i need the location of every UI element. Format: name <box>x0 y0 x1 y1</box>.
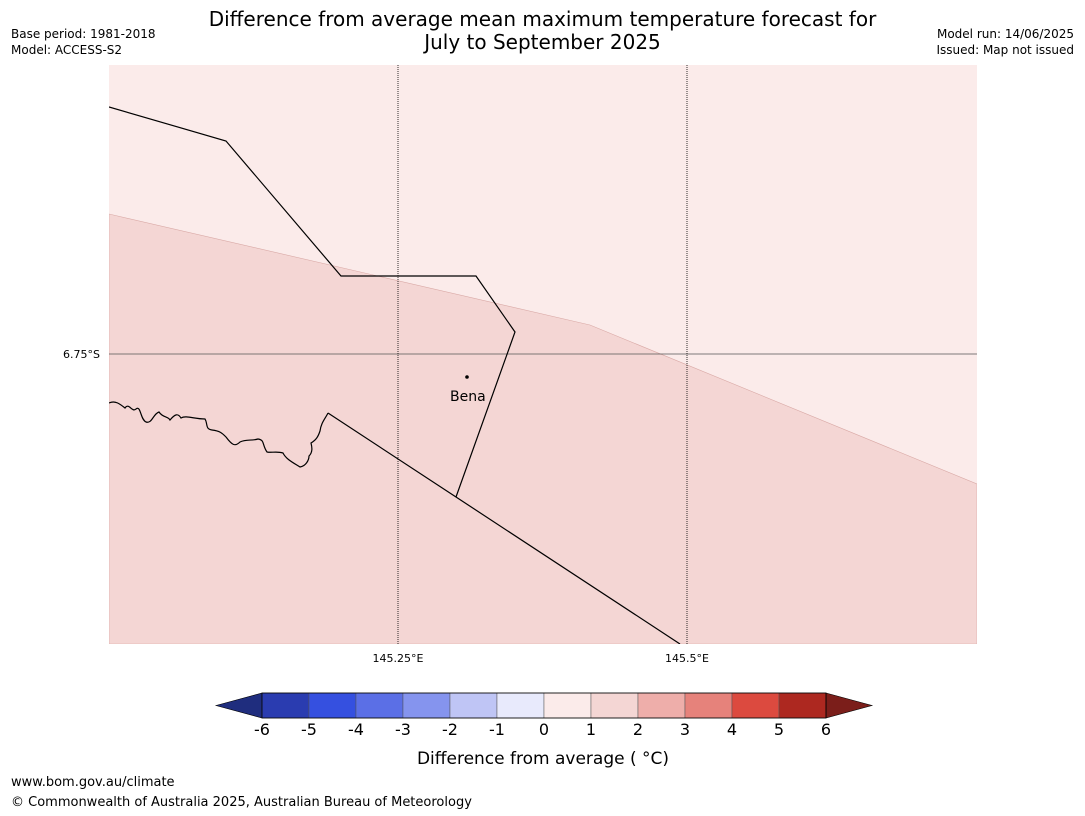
colorbar-tick-label: -5 <box>301 720 317 739</box>
colorbar-extend-low <box>214 692 263 719</box>
colorbar-title: Difference from average ( °C) <box>417 749 669 769</box>
footer-url: www.bom.gov.au/climate <box>11 775 175 790</box>
colorbar-tick-label: -6 <box>254 720 270 739</box>
colorbar-bin <box>355 692 404 719</box>
colorbar-tick-label: -1 <box>489 720 505 739</box>
map-title: Difference from average mean maximum tem… <box>0 8 1085 54</box>
base-period-text: Base period: 1981-2018 <box>11 27 156 41</box>
footer-copyright: © Commonwealth of Australia 2025, Austra… <box>11 795 472 810</box>
colorbar-tick-label: 1 <box>586 720 596 739</box>
colorbar-bin <box>731 692 780 719</box>
colorbar-tick-label: 0 <box>539 720 549 739</box>
title-line-1: Difference from average mean maximum tem… <box>208 7 877 31</box>
longitude-label-2: 145.5°E <box>665 652 709 665</box>
colorbar-bin <box>308 692 357 719</box>
colorbar-bin <box>543 692 592 719</box>
colorbar: -6 -5 -4 -3 -2 -1 0 1 2 3 4 5 6 <box>214 692 874 739</box>
colorbar-bin <box>637 692 686 719</box>
place-label-bena: Bena <box>450 389 486 405</box>
meta-left: Base period: 1981-2018 Model: ACCESS-S2 <box>11 26 156 58</box>
colorbar-tick-label: 6 <box>821 720 831 739</box>
colorbar-tick-label: -3 <box>395 720 411 739</box>
colorbar-tick-label: -4 <box>348 720 364 739</box>
colorbar-bin <box>261 692 310 719</box>
forecast-zone-1-to-2 <box>109 213 977 644</box>
colorbar-tick-label: 3 <box>680 720 690 739</box>
colorbar-extend-high <box>825 692 874 719</box>
colorbar-bin <box>449 692 498 719</box>
colorbar-tick-label: 2 <box>633 720 643 739</box>
district-boundary-west <box>109 401 329 468</box>
title-line-2: July to September 2025 <box>424 30 661 54</box>
bena-marker <box>465 375 469 379</box>
model-run-text: Model run: 14/06/2025 <box>936 27 1074 41</box>
colorbar-tick-label: -2 <box>442 720 458 739</box>
colorbar-tick-label: 5 <box>774 720 784 739</box>
province-boundary-north <box>109 106 516 498</box>
latitude-label: 6.75°S <box>63 348 100 361</box>
colorbar-bin <box>496 692 545 719</box>
province-boundary-south <box>327 412 681 644</box>
colorbar-tick-label: 4 <box>727 720 737 739</box>
colorbar-bin <box>684 692 733 719</box>
colorbar-bin <box>402 692 451 719</box>
colorbar-frame <box>261 692 827 719</box>
meta-right: Model run: 14/06/2025 Issued: Map not is… <box>936 26 1074 58</box>
longitude-label-1: 145.25°E <box>373 652 424 665</box>
model-text: Model: ACCESS-S2 <box>11 43 123 57</box>
issued-text: Issued: Map not issued <box>936 43 1074 57</box>
colorbar-bin <box>590 692 639 719</box>
colorbar-bin <box>778 692 827 719</box>
